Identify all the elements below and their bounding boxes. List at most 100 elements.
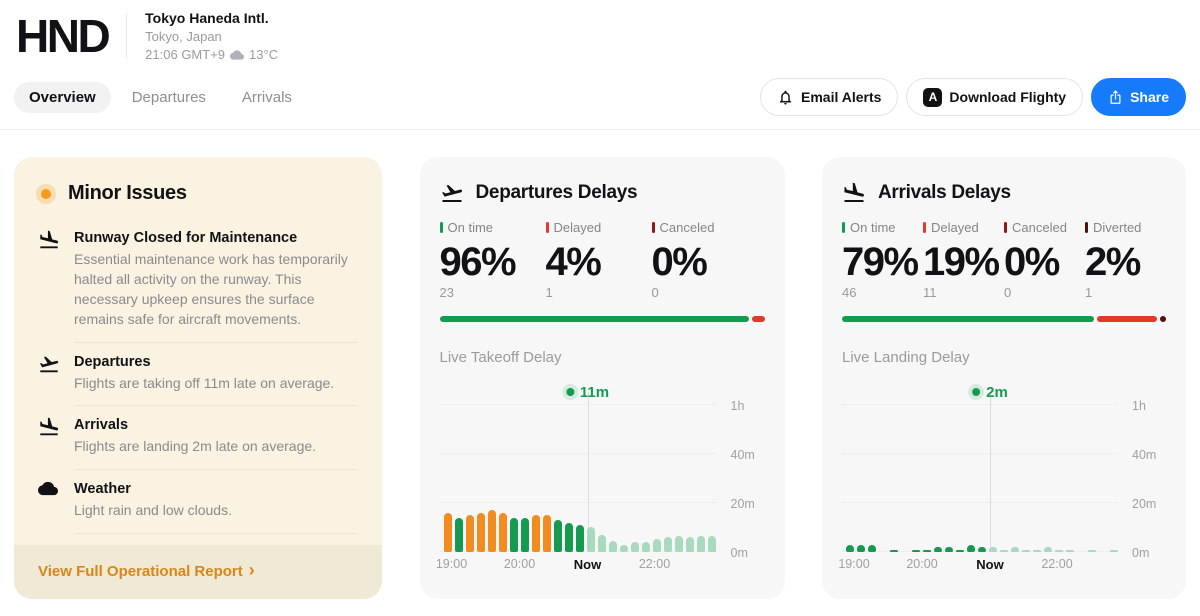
stat-count: 0	[1004, 284, 1012, 300]
stat-label-text: Delayed	[931, 220, 979, 235]
delay-bar	[487, 509, 496, 552]
stat-canceled: Canceled 0% 0	[651, 220, 758, 300]
card-title: Arrivals Delays	[878, 182, 1011, 203]
takeoff-delay-chart: 11m 0m 20m 40m 1h 19:00 20:00 Now 22:00	[436, 382, 765, 577]
issue-title: Departures	[74, 353, 151, 370]
y-axis-labels: 0m 20m 40m 1h	[719, 382, 765, 560]
now-line	[587, 391, 589, 552]
x-axis-label: Now	[573, 556, 602, 572]
departures-progress-bar	[439, 315, 765, 322]
gridline	[439, 452, 717, 454]
stat-label: On time	[842, 220, 923, 235]
gridline	[842, 501, 1118, 503]
delay-bar	[509, 517, 518, 552]
gridline	[439, 403, 717, 405]
issue-text: Weather Light rain and low clouds.	[74, 470, 358, 535]
departures-delays-header: Departures Delays	[440, 181, 765, 205]
delay-bar	[956, 549, 964, 552]
airport-header: HND Tokyo Haneda Intl. Tokyo, Japan 21:0…	[0, 0, 1200, 62]
issue-body: Light rain and low clouds.	[74, 502, 232, 519]
delay-bar	[685, 536, 694, 552]
delay-bar	[619, 544, 628, 552]
stat-label-text: Canceled	[659, 220, 715, 235]
status-indicator-dot	[41, 188, 51, 199]
issue-body: Flights are taking off 11m late on avera…	[74, 374, 335, 391]
stat-label: Delayed	[545, 220, 652, 235]
stat-count: 11	[923, 284, 937, 300]
header-actions: Email Alerts A Download Flighty Share	[760, 78, 1186, 116]
tab-arrivals[interactable]: Arrivals	[241, 88, 292, 106]
stat-label-text: Delayed	[553, 220, 602, 235]
gridline	[842, 403, 1118, 405]
progress-segment	[751, 315, 765, 322]
delay-bar	[1110, 549, 1118, 552]
stat-label: On time	[439, 220, 546, 235]
card-title: Departures Delays	[475, 182, 638, 203]
delay-bar	[1033, 549, 1041, 552]
x-axis-label: 20:00	[906, 556, 938, 571]
share-button[interactable]: Share	[1091, 78, 1186, 116]
landing-delay-chart: 2m 0m 20m 40m 1h 19:00 20:00 Now 22:00	[838, 382, 1166, 577]
issue-title: Weather	[74, 481, 131, 498]
x-axis-label: 20:00	[503, 556, 536, 571]
stat-color-tick	[545, 222, 549, 233]
stat-color-tick	[923, 222, 926, 233]
stat-percent: 2%	[1085, 240, 1141, 284]
delay-bar	[1066, 549, 1074, 552]
gridline	[439, 501, 717, 503]
progress-segment	[1160, 315, 1166, 322]
stat-count: 1	[1085, 284, 1093, 300]
issue-weather: Weather Light rain and low clouds.	[38, 470, 358, 535]
delay-bar	[531, 514, 540, 552]
delay-bar	[934, 546, 942, 552]
view-full-report-label: View Full Operational Report	[38, 562, 243, 580]
stat-color-tick	[1085, 222, 1088, 233]
delay-bar	[476, 512, 485, 552]
stat-color-tick	[651, 222, 655, 233]
issue-arrivals: Arrivals Flights are landing 2m late on …	[38, 406, 358, 471]
delay-bar	[564, 522, 573, 552]
delay-bar	[454, 517, 463, 552]
tab-overview[interactable]: Overview	[14, 81, 111, 113]
y-axis-label: 1h	[1132, 398, 1146, 413]
email-alerts-button[interactable]: Email Alerts	[760, 78, 899, 116]
local-time: 21:06 GMT+9	[145, 47, 226, 62]
cloud-icon	[38, 470, 60, 534]
stat-count: 46	[842, 284, 857, 300]
stat-color-tick	[1004, 222, 1007, 233]
plane-landing-icon	[38, 406, 60, 470]
delay-bar	[923, 549, 931, 552]
status-title: Minor Issues	[68, 182, 187, 204]
x-axis-label: Now	[976, 556, 1004, 572]
bell-icon	[777, 89, 794, 106]
tab-departures[interactable]: Departures	[131, 88, 206, 106]
delay-bar	[1022, 549, 1030, 552]
delay-bar	[663, 536, 672, 552]
view-full-report-link[interactable]: View Full Operational Report ›	[14, 545, 382, 599]
stat-percent: 0%	[1004, 240, 1060, 284]
share-icon	[1108, 89, 1123, 105]
x-axis-label: 19:00	[838, 556, 870, 571]
delay-bar	[857, 544, 865, 552]
page-divider	[0, 129, 1200, 130]
current-delay-value: 11m	[579, 383, 610, 401]
stat-on-time: On time 79% 46	[842, 220, 923, 300]
delay-bar	[707, 535, 716, 552]
navbar: Overview Departures Arrivals Email Alert…	[0, 62, 1200, 129]
chart-title: Live Landing Delay	[842, 348, 970, 366]
chart-plot: 2m	[842, 382, 1120, 552]
stat-label-text: Canceled	[1012, 220, 1067, 235]
download-flighty-button[interactable]: A Download Flighty	[906, 78, 1084, 116]
chevron-right-icon: ›	[248, 560, 255, 580]
delay-bar	[890, 549, 898, 552]
issue-departures: Departures Flights are taking off 11m la…	[38, 343, 358, 407]
bar-series	[443, 382, 716, 552]
chart-row: 2m 0m 20m 40m 1h	[842, 382, 1166, 560]
header-divider	[126, 13, 128, 59]
stat-label-text: Diverted	[1093, 220, 1142, 235]
chart-row: 11m 0m 20m 40m 1h	[439, 382, 765, 560]
y-axis-label: 40m	[1132, 447, 1157, 462]
departures-delays-card: Departures Delays On time 96% 23 Delayed 4% 1…	[419, 157, 785, 599]
stat-percent: 96%	[439, 240, 517, 284]
stat-label: Delayed	[923, 220, 1004, 235]
